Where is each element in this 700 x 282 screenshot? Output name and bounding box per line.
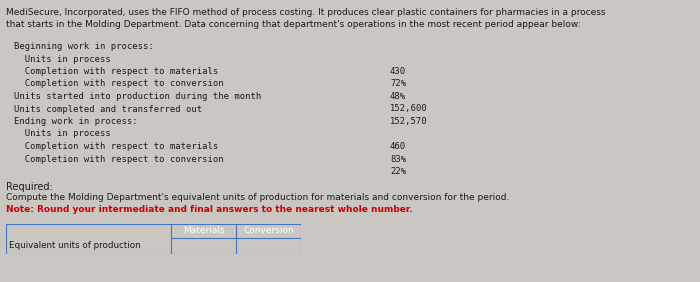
Text: Beginning work in process:: Beginning work in process: — [14, 42, 154, 51]
Text: Required:: Required: — [6, 182, 52, 191]
Text: 152,570: 152,570 — [390, 117, 428, 126]
Text: Ending work in process:: Ending work in process: — [14, 117, 138, 126]
Text: Equivalent units of production: Equivalent units of production — [9, 241, 141, 250]
Text: Materials: Materials — [183, 226, 224, 235]
Text: 83%: 83% — [390, 155, 406, 164]
Text: that starts in the Molding Department. Data concerning that department's operati: that starts in the Molding Department. D… — [6, 20, 580, 29]
Text: Completion with respect to materials: Completion with respect to materials — [14, 142, 218, 151]
Text: Conversion: Conversion — [243, 226, 294, 235]
Text: 48%: 48% — [390, 92, 406, 101]
Text: MediSecure, Incorporated, uses the FIFO method of process costing. It produces c: MediSecure, Incorporated, uses the FIFO … — [6, 8, 605, 17]
Text: Units completed and transferred out: Units completed and transferred out — [14, 105, 202, 113]
Text: Compute the Molding Department's equivalent units of production for materials an: Compute the Molding Department's equival… — [6, 193, 510, 202]
Text: Completion with respect to materials: Completion with respect to materials — [14, 67, 218, 76]
Text: 460: 460 — [390, 142, 406, 151]
Text: Completion with respect to conversion: Completion with respect to conversion — [14, 80, 223, 89]
Text: Units in process: Units in process — [14, 129, 111, 138]
Text: 72%: 72% — [390, 80, 406, 89]
Text: 22%: 22% — [390, 167, 406, 176]
Text: Units in process: Units in process — [14, 54, 111, 63]
Text: Completion with respect to conversion: Completion with respect to conversion — [14, 155, 223, 164]
Text: 152,600: 152,600 — [390, 105, 428, 113]
Text: Note: Round your intermediate and final answers to the nearest whole number.: Note: Round your intermediate and final … — [6, 206, 412, 215]
Text: 430: 430 — [390, 67, 406, 76]
Text: Units started into production during the month: Units started into production during the… — [14, 92, 261, 101]
